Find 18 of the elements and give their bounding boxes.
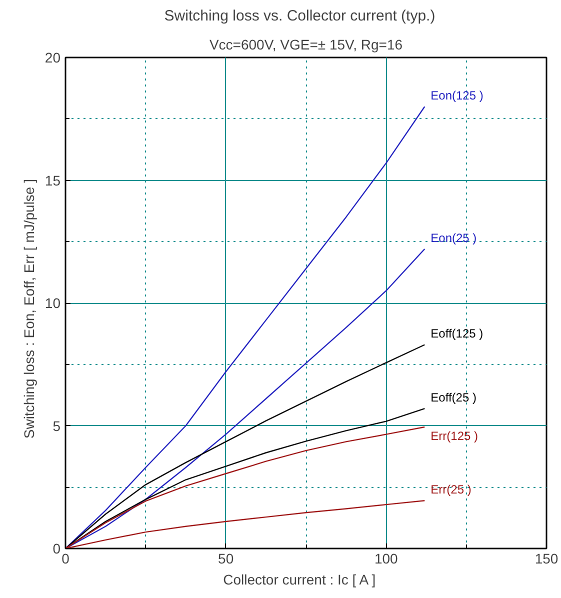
series-label: Err(125 )	[430, 428, 478, 443]
series-label: Eoff(125 )	[430, 326, 484, 341]
y-axis-title: Switching loss : Eon, Eoff, Err [ mJ/pulse ]	[20, 179, 37, 439]
series-label: Err(25 )	[430, 482, 472, 497]
y-tick-label: 5	[52, 418, 61, 434]
x-tick-label: 150	[534, 550, 558, 566]
x-tick-label: 100	[374, 550, 398, 566]
y-tick-label: 15	[44, 172, 61, 188]
x-axis-title: Collector current : Ic [ A ]	[223, 572, 376, 588]
x-tick-label: 50	[218, 550, 234, 566]
y-tick-label: 20	[44, 50, 61, 66]
chart-subtitle: Vcc=600V, VGE=± 15V, Rg=16	[209, 36, 403, 52]
y-tick-label: 0	[52, 540, 61, 556]
series-label: Eon(125 )	[430, 88, 484, 103]
chart-title: Switching loss vs. Collector current (typ.)	[164, 8, 436, 24]
y-tick-label: 10	[44, 295, 61, 311]
series-label: Eon(25 )	[430, 230, 477, 245]
series-label: Eoff(25 )	[430, 390, 476, 405]
